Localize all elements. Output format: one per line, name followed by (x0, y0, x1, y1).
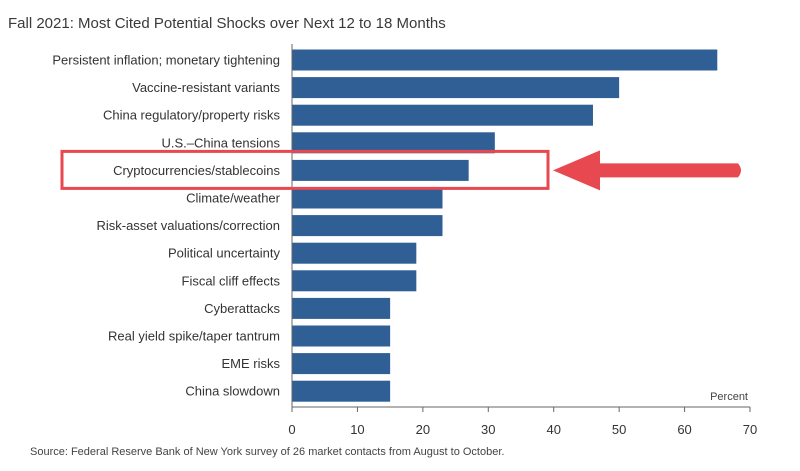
category-label-11: EME risks (222, 356, 281, 371)
x-tick-label-7: 70 (743, 422, 757, 437)
category-label-12: China slowdown (185, 384, 280, 399)
bar-3 (292, 132, 495, 154)
category-labels: Persistent inflation; monetary tightenin… (52, 53, 280, 399)
bar-0 (292, 49, 718, 71)
bar-6 (292, 215, 443, 237)
highlight-annotation (60, 149, 741, 191)
x-tick-label-5: 50 (612, 422, 626, 437)
x-tick-label-3: 30 (481, 422, 495, 437)
x-tick-label-6: 60 (677, 422, 691, 437)
category-label-7: Political uncertainty (168, 246, 280, 261)
category-label-3: U.S.–China tensions (161, 135, 280, 150)
x-tick-label-1: 10 (350, 422, 364, 437)
category-label-4: Cryptocurrencies/stablecoins (113, 163, 280, 178)
category-label-8: Fiscal cliff effects (182, 273, 281, 288)
bar-11 (292, 353, 391, 375)
bar-9 (292, 297, 391, 319)
chart-title: Fall 2021: Most Cited Potential Shocks o… (8, 15, 446, 32)
highlight-arrow (553, 150, 741, 191)
bar-5 (292, 187, 443, 209)
bar-1 (292, 77, 620, 99)
x-tick-label-0: 0 (288, 422, 295, 437)
category-label-5: Climate/weather (186, 191, 281, 206)
category-label-1: Vaccine-resistant variants (132, 80, 280, 95)
x-tick-label-4: 40 (546, 422, 560, 437)
bars-layer (292, 49, 718, 402)
x-tick-label-2: 20 (416, 422, 430, 437)
category-label-10: Real yield spike/taper tantrum (108, 329, 280, 344)
bar-4 (292, 159, 469, 181)
x-axis: 0 10 20 30 40 50 60 70 Percent (288, 44, 757, 437)
bar-2 (292, 104, 593, 126)
bar-7 (292, 242, 417, 264)
category-label-6: Risk-asset valuations/correction (96, 218, 280, 233)
highlight-box (60, 149, 550, 190)
x-axis-label: Percent (710, 391, 748, 403)
category-label-0: Persistent inflation; monetary tightenin… (52, 53, 280, 68)
category-label-2: China regulatory/property risks (103, 108, 281, 123)
bar-10 (292, 325, 391, 347)
bar-12 (292, 380, 391, 402)
category-label-9: Cyberattacks (204, 301, 280, 316)
bar-8 (292, 270, 417, 292)
source-note: Source: Federal Reserve Bank of New York… (30, 446, 505, 458)
